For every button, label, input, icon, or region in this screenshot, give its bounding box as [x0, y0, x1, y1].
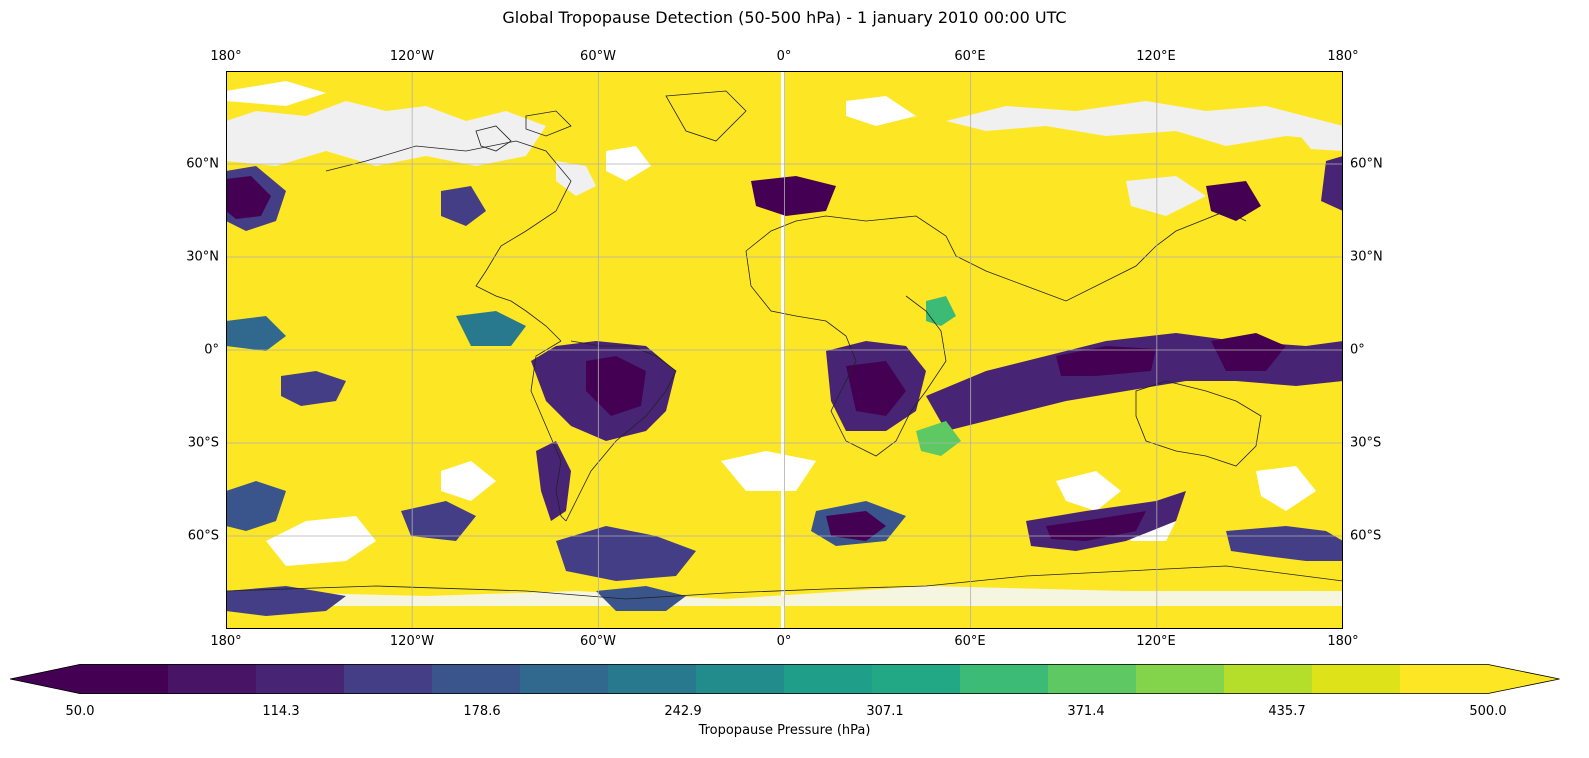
lon-tick-top: 0°: [776, 49, 792, 64]
colorbar-bin: [168, 664, 257, 694]
lat-tick-left: 60°N: [186, 156, 219, 172]
colorbar-bin: [1136, 664, 1225, 694]
colorbar-swatches: [9, 664, 1560, 694]
colorbar-label: Tropopause Pressure (hPa): [698, 723, 871, 738]
lon-tick-bottom: 120°E: [1136, 634, 1176, 649]
colorbar-tick-label: 242.9: [664, 704, 702, 719]
colorbar-bin: [960, 664, 1049, 694]
lon-tick-top: 60°W: [580, 49, 616, 64]
missing-data-regions: [226, 71, 1343, 629]
colorbar-bin: [1400, 664, 1489, 694]
colorbar: [9, 664, 1560, 694]
lon-tick-top: 120°W: [389, 49, 435, 64]
colorbar-bin: [80, 664, 169, 694]
colorbar-bin: [256, 664, 345, 694]
low-pressure-regions: [226, 156, 1343, 616]
colorbar-extend-over: [1488, 664, 1560, 694]
lat-tick-right: 0°: [1350, 342, 1365, 358]
lon-tick-bottom: 60°E: [954, 634, 986, 649]
colorbar-tick-label: 371.4: [1067, 704, 1105, 719]
graticule: [226, 71, 1343, 629]
colorbar-outline: [9, 664, 1560, 694]
colorbar-bin: [1224, 664, 1313, 694]
lat-tick-right: 60°S: [1350, 528, 1382, 544]
colorbar-bin: [344, 664, 433, 694]
map-frame: [226, 71, 1343, 629]
lat-tick-left: 0°: [204, 342, 219, 358]
lon-tick-top: 180°: [210, 49, 242, 64]
lon-tick-top: 180°: [1327, 49, 1359, 64]
coastlines: [226, 90, 1343, 600]
lat-tick-right: 30°S: [1350, 435, 1382, 451]
lon-tick-top: 60°E: [954, 49, 986, 64]
map-canvas: [226, 71, 1343, 629]
colorbar-bin: [432, 664, 521, 694]
colorbar-extend-under: [10, 664, 80, 694]
lon-tick-bottom: 120°W: [389, 634, 435, 649]
colorbar-bin: [696, 664, 785, 694]
lon-tick-bottom: 180°: [1327, 634, 1359, 649]
lat-tick-right: 60°N: [1350, 156, 1383, 172]
colorbar-bin: [608, 664, 697, 694]
colorbar-tick-label: 50.0: [65, 704, 95, 719]
colorbar-bin: [872, 664, 961, 694]
colorbar-tick-label: 435.7: [1268, 704, 1306, 719]
colorbar-bin: [784, 664, 873, 694]
colorbar-tick-label: 114.3: [262, 704, 300, 719]
map-panel: [226, 71, 1343, 629]
colorbar-tick-label: 178.6: [463, 704, 501, 719]
lat-tick-left: 30°N: [186, 249, 219, 265]
colorbar-tick-label: 307.1: [866, 704, 904, 719]
no-data-regions: [226, 101, 1343, 216]
chart-title: Global Tropopause Detection (50-500 hPa)…: [502, 8, 1067, 27]
lon-tick-top: 120°E: [1136, 49, 1176, 64]
colorbar-tick-label: 500.0: [1469, 704, 1507, 719]
colorbar-bin: [1048, 664, 1137, 694]
lat-tick-left: 30°S: [187, 435, 219, 451]
colorbar-bin: [1312, 664, 1401, 694]
lon-tick-bottom: 60°W: [580, 634, 616, 649]
lat-tick-left: 60°S: [187, 528, 219, 544]
colorbar-bin: [520, 664, 609, 694]
lat-tick-right: 30°N: [1350, 249, 1383, 265]
lon-tick-bottom: 0°: [776, 634, 792, 649]
lon-tick-bottom: 180°: [210, 634, 242, 649]
